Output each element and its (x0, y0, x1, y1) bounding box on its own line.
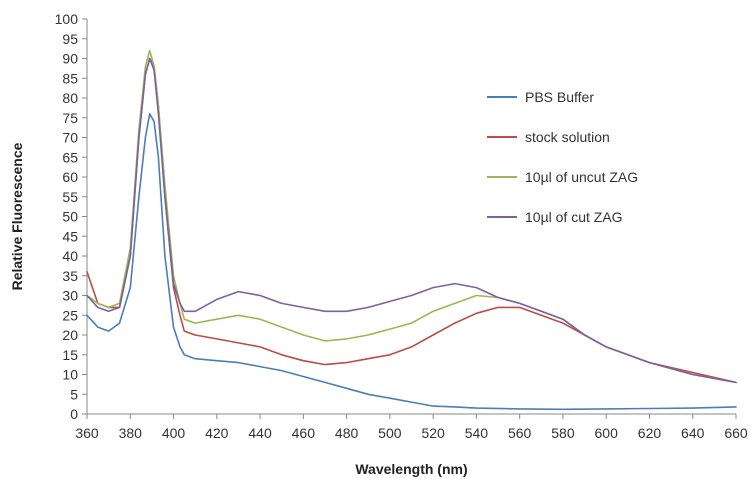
x-tick-label: 400 (162, 425, 186, 441)
legend-label-1: stock solution (525, 129, 610, 145)
y-tick-label: 85 (62, 70, 78, 86)
y-tick-label: 60 (62, 169, 78, 185)
y-tick-label: 15 (62, 347, 78, 363)
x-tick-label: 440 (248, 425, 272, 441)
y-tick-label: 90 (62, 51, 78, 67)
x-tick-label: 380 (119, 425, 143, 441)
y-tick-label: 70 (62, 130, 78, 146)
y-tick-label: 40 (62, 248, 78, 264)
x-tick-label: 420 (205, 425, 229, 441)
x-tick-label: 580 (551, 425, 575, 441)
y-tick-label: 0 (70, 406, 78, 422)
x-tick-label: 560 (508, 425, 532, 441)
y-tick-label: 25 (62, 307, 78, 323)
y-tick-label: 20 (62, 327, 78, 343)
y-tick-label: 55 (62, 189, 78, 205)
y-tick-label: 45 (62, 228, 78, 244)
y-tick-label: 50 (62, 209, 78, 225)
legend-label-3: 10µl of cut ZAG (525, 209, 623, 225)
y-tick-label: 30 (62, 288, 78, 304)
x-tick-label: 520 (421, 425, 445, 441)
x-tick-label: 600 (595, 425, 619, 441)
x-tick-label: 480 (335, 425, 359, 441)
y-tick-label: 95 (62, 31, 78, 47)
series-line-1 (86, 57, 737, 384)
x-tick-label: 660 (724, 425, 748, 441)
axes: 0 5 10 15 20 25 30 35 40 45 50 55 60 65 70 75 80 85 90 95 10… (55, 11, 748, 441)
series-line-0 (86, 113, 737, 411)
y-tick-label: 35 (62, 268, 78, 284)
x-tick-label: 620 (638, 425, 662, 441)
x-tick-label: 360 (75, 425, 99, 441)
series-line-2 (86, 49, 737, 384)
y-tick-label: 80 (62, 90, 78, 106)
y-tick-label: 75 (62, 110, 78, 126)
y-tick-label: 10 (62, 367, 78, 383)
legend: PBS Buffer stock solution 10µl of uncut ZA… (487, 89, 638, 225)
y-tick-label: 100 (55, 11, 79, 27)
x-tick-label: 500 (378, 425, 402, 441)
x-tick-label: 640 (681, 425, 705, 441)
x-tick-label: 540 (465, 425, 489, 441)
legend-label-0: PBS Buffer (525, 89, 594, 105)
series-line-3 (86, 57, 737, 384)
x-axis-title: Wavelength (nm) (355, 461, 467, 477)
y-tick-label: 5 (70, 386, 78, 402)
y-tick-label: 65 (62, 149, 78, 165)
plot-area (86, 49, 737, 411)
x-tick-label: 460 (292, 425, 316, 441)
y-axis-title: Relative Fluorescence (9, 142, 25, 290)
legend-label-2: 10µl of uncut ZAG (525, 169, 638, 185)
